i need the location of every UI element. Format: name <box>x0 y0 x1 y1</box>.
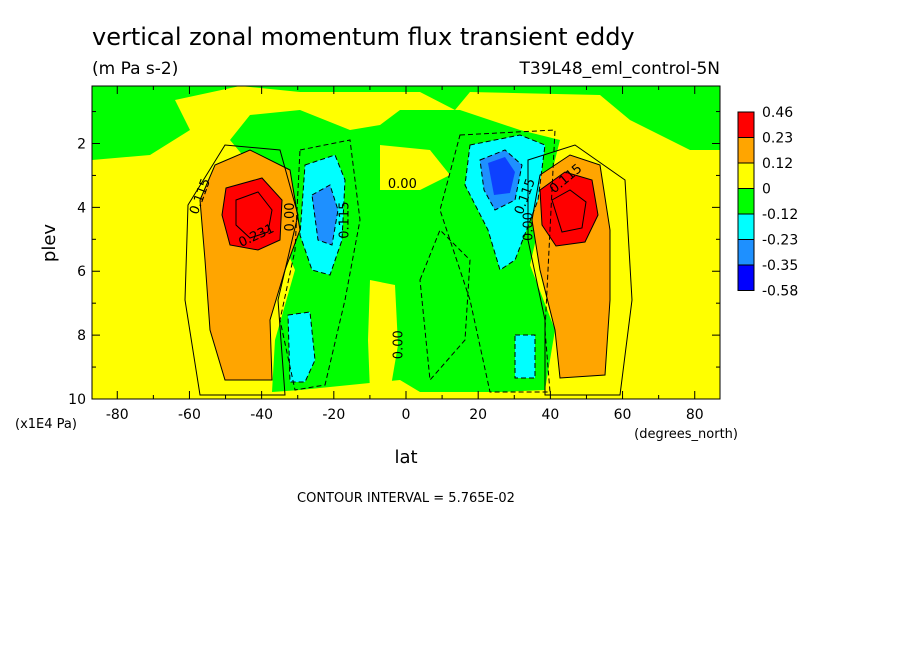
x-tick-label: 0 <box>402 407 411 423</box>
contour-lines <box>184 144 633 396</box>
colorbar-label: 0 <box>762 182 771 198</box>
x-axis-ticks: -80 -60 -40 -20 0 20 40 60 80 <box>106 86 704 423</box>
colorbar-swatch <box>737 239 755 266</box>
colorbar-label: -0.12 <box>762 207 798 223</box>
colorbar-swatch <box>737 111 755 138</box>
colorbar: 0.46 0.23 0.12 0 -0.12 -0.23 -0.35 -0.58 <box>737 105 798 300</box>
y-axis-label: plev <box>39 224 60 263</box>
field-green-top <box>92 86 720 160</box>
contour-interval-label: CONTOUR INTERVAL = 5.765E-02 <box>297 491 515 506</box>
contour-label: 0.00 <box>283 202 298 231</box>
x-tick-label: -80 <box>106 407 129 423</box>
field-yellow-upper <box>380 145 450 190</box>
contour-lines-dashed <box>279 129 556 393</box>
colorbar-label: 0.46 <box>762 105 793 121</box>
y-tick-label: 8 <box>77 328 86 344</box>
field-cyan-lower-left <box>288 312 315 382</box>
colorbar-swatch <box>737 137 755 164</box>
contour-label: 0.115 <box>337 202 352 239</box>
y-axis-ticks: 2 4 6 8 10 <box>68 111 720 408</box>
x-tick-label: 40 <box>541 407 559 423</box>
y-tick-label: 2 <box>77 136 86 152</box>
field-cyan-lower-right <box>515 335 535 378</box>
x-tick-label: -20 <box>322 407 345 423</box>
contour-label: 0.00 <box>391 330 406 359</box>
field-blue-left <box>312 185 338 245</box>
x-tick-label: -40 <box>250 407 273 423</box>
chart-title: vertical zonal momentum flux transient e… <box>92 23 635 51</box>
x-tick-label: 80 <box>686 407 704 423</box>
x-tick-label: -60 <box>178 407 201 423</box>
contour-label: 0.00 <box>388 177 417 192</box>
field-red-right <box>540 172 598 246</box>
colorbar-label: -0.35 <box>762 258 798 274</box>
y-tick-label: 10 <box>68 392 86 408</box>
colorbar-label: -0.23 <box>762 233 798 249</box>
y-units-label: (x1E4 Pa) <box>15 417 77 432</box>
x-axis-label: lat <box>394 447 417 468</box>
field-deepblue-right <box>488 157 515 195</box>
colorbar-swatch <box>737 264 755 291</box>
run-label: T39L48_eml_control-5N <box>519 59 720 79</box>
colorbar-label: 0.12 <box>762 156 793 172</box>
y-tick-label: 6 <box>77 264 86 280</box>
colorbar-label: 0.23 <box>762 131 793 147</box>
colorbar-swatch <box>737 162 755 189</box>
colorbar-label: -0.58 <box>762 284 798 300</box>
colorbar-swatch <box>737 213 755 240</box>
x-units-label: (degrees_north) <box>634 427 738 442</box>
y-tick-label: 4 <box>77 200 86 216</box>
contour-label: 0.00 <box>521 212 536 241</box>
field-yellow-eq <box>368 280 398 392</box>
x-tick-label: 20 <box>469 407 487 423</box>
colorbar-swatch <box>737 188 755 215</box>
units-label: (m Pa s-2) <box>92 59 178 79</box>
x-tick-label: 60 <box>614 407 632 423</box>
